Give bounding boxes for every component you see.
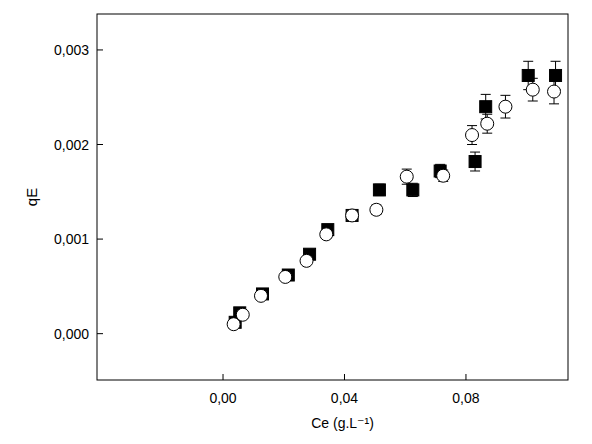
point [499, 100, 512, 113]
point [407, 184, 419, 196]
y-tick-label: 0,003 [54, 42, 89, 58]
point [373, 184, 385, 196]
error-bar-cap [467, 144, 477, 145]
series [227, 78, 560, 330]
error-bar-cap [549, 79, 559, 80]
x-tick-label: 0,04 [331, 390, 358, 406]
error-bar [481, 94, 491, 119]
point [550, 69, 562, 81]
y-tick [97, 333, 103, 334]
series [229, 61, 561, 328]
error-bar-cap [402, 184, 412, 185]
point [254, 289, 267, 302]
x-tick [465, 374, 466, 380]
point [236, 308, 249, 321]
point [320, 228, 333, 241]
point [370, 203, 383, 216]
x-axis-label: Ce (g.L⁻¹) [311, 415, 374, 431]
error-bar [374, 184, 384, 195]
error-bar-cap [528, 78, 538, 79]
y-tick [97, 49, 103, 50]
y-tick-label: 0,001 [54, 231, 89, 247]
error-bar-cap [551, 61, 561, 62]
point [481, 117, 494, 130]
error-bar-cap [467, 125, 477, 126]
y-tick-label: 0,000 [54, 326, 89, 342]
point [526, 83, 539, 96]
point [437, 169, 450, 182]
error-bar-cap [482, 133, 492, 134]
point [279, 270, 292, 283]
error-bar [470, 152, 480, 171]
plot-area [227, 61, 561, 330]
x-tick-label: 0,00 [209, 390, 236, 406]
error-bar-cap [500, 118, 510, 119]
error-bar-cap [500, 95, 510, 96]
y-tick [97, 239, 103, 240]
point [480, 101, 492, 113]
plot-frame [97, 14, 568, 380]
point [346, 209, 358, 221]
chart: 0,00 0,04 0,08 0,000 0,001 0,002 0,003 Ce (g.L⁻… [0, 0, 592, 444]
error-bar-cap [482, 114, 492, 115]
error-bar-cap [481, 94, 491, 95]
error-bar-cap [523, 61, 533, 62]
point [466, 129, 479, 142]
error-bar-cap [470, 170, 480, 171]
error-bar-cap [549, 103, 559, 104]
x-tick [344, 374, 345, 380]
x-tick [223, 374, 224, 380]
error-bar [408, 183, 418, 196]
x-tick-label: 0,08 [452, 390, 479, 406]
point [469, 156, 481, 168]
error-bar-cap [470, 152, 480, 153]
error-bar-cap [528, 101, 538, 102]
y-axis-label: qE [23, 188, 40, 206]
point [548, 85, 561, 98]
point [346, 209, 359, 222]
error-bar-cap [402, 169, 412, 170]
point [300, 254, 313, 267]
y-tick [97, 144, 103, 145]
point [400, 170, 413, 183]
y-tick-label: 0,002 [54, 137, 89, 153]
